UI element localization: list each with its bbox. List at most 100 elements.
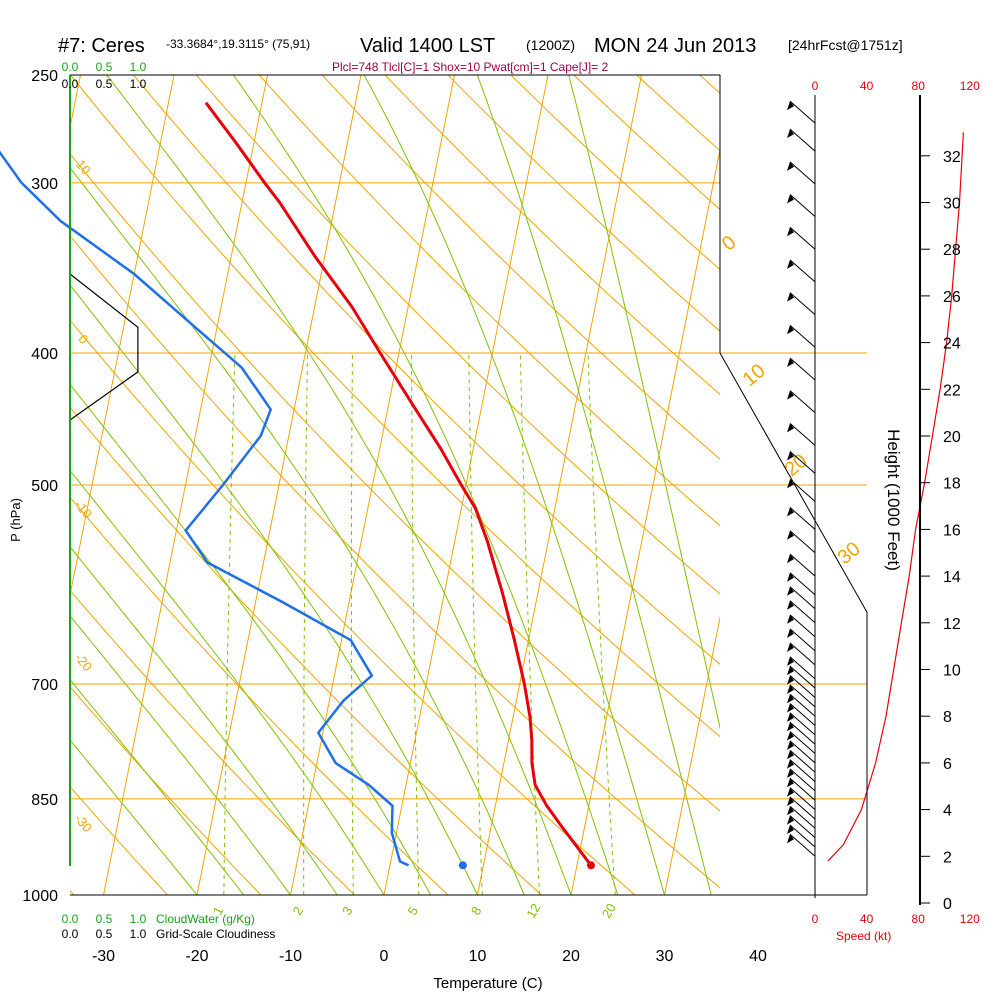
speed-tick-bottom: 40 (860, 912, 874, 926)
temperature-tick-label: 30 (656, 948, 674, 965)
wind-panel (787, 95, 963, 898)
mixing-ratio-line (469, 353, 483, 895)
wind-barb-pennant (787, 587, 794, 596)
temperature-tick-label: 10 (469, 948, 487, 965)
wind-barb (790, 778, 815, 800)
wind-barb-pennant (787, 657, 794, 666)
speed-tick-bottom: 80 (912, 912, 926, 926)
height-tick-label: 10 (943, 663, 961, 680)
valid-time: Valid 1400 LST (360, 35, 495, 57)
station-title: #7: Ceres (58, 35, 145, 57)
speed-tick-bottom: 120 (960, 912, 980, 926)
wind-barb-pennant (787, 615, 794, 624)
wind-barb-pennant (787, 531, 794, 540)
speed-axis-label: Speed (kt) (836, 929, 891, 943)
wind-barb-pennant (787, 423, 794, 432)
height-tick-label: 16 (943, 522, 961, 539)
pressure-tick-label: 250 (31, 68, 58, 85)
height-tick-label: 26 (943, 289, 961, 306)
wind-barb (790, 507, 815, 529)
speed-tick-top: 40 (860, 79, 874, 93)
mixing-ratio-line (412, 353, 419, 895)
wind-barb (790, 554, 815, 576)
wind-barb (790, 195, 815, 217)
theta-label: -20 (72, 650, 96, 674)
wind-barb-pennant (787, 694, 794, 703)
cloudiness-top-tick: 1.0 (130, 77, 147, 91)
wind-barb-pennant (787, 722, 794, 731)
cloudwater-top-tick: 0.5 (96, 60, 113, 74)
pressure-tick-label: 300 (31, 176, 58, 193)
wind-barb (790, 797, 815, 819)
wind-barb-pennant (787, 676, 794, 685)
wind-barb (790, 741, 815, 763)
theta-label: 10 (73, 157, 94, 178)
wind-barb-pennant (787, 769, 794, 778)
temperature-profile (206, 103, 591, 866)
height-tick-label: 14 (943, 569, 961, 586)
height-axis-label: Height (1000 Feet) (884, 429, 903, 571)
surface-dewpoint-dot (459, 861, 467, 869)
wind-barb-pennant (787, 260, 794, 269)
plot-frame-slant (720, 353, 867, 895)
theta-label: 10 (739, 360, 770, 391)
wind-barb-pennant (787, 750, 794, 759)
temperature-tick-label: -20 (185, 948, 208, 965)
wind-barb (790, 666, 815, 688)
wind-barb (790, 732, 815, 754)
wind-barb-pennant (787, 713, 794, 722)
cloudwater-legend-label: CloudWater (g/Kg) (156, 912, 255, 926)
wind-barb-pennant (787, 834, 794, 843)
wind-barb (790, 685, 815, 707)
wind-barb-pennant (787, 195, 794, 204)
wind-barb-pennant (787, 760, 794, 769)
surface-temperature-dot (587, 861, 595, 869)
wind-barb (790, 713, 815, 735)
theta-label: 30 (834, 538, 865, 569)
height-tick-label: 2 (943, 849, 952, 866)
pressure-tick-label: 700 (31, 677, 58, 694)
wind-barb-pennant (787, 227, 794, 236)
mixing-ratio-line (351, 353, 353, 895)
cloudiness-bottom-tick: 1.0 (130, 927, 147, 941)
speed-tick-top: 80 (912, 79, 926, 93)
theta-labels-left: 100-10-20-30 (72, 157, 96, 835)
wind-barb (790, 162, 815, 184)
wind-barb-pennant (787, 101, 794, 110)
wind-barb (790, 816, 815, 838)
wind-barb (790, 293, 815, 315)
height-tick-label: 18 (943, 476, 961, 493)
wind-barb-pennant (787, 806, 794, 815)
height-tick-label: 28 (943, 242, 961, 259)
height-tick-label: 30 (943, 196, 961, 213)
cloudiness-top-tick: 0.5 (96, 77, 113, 91)
wind-barb (790, 722, 815, 744)
temperature-tick-label: 40 (749, 948, 767, 965)
wind-barb-pennant (787, 788, 794, 797)
wind-barb-pennant (787, 704, 794, 713)
pressure-tick-label: 500 (31, 478, 58, 495)
wind-barb (790, 227, 815, 249)
valid-zulu: (1200Z) (526, 37, 575, 53)
wind-barb-pennant (787, 129, 794, 138)
wind-barb-pennant (787, 162, 794, 171)
wind-barb-pennant (787, 554, 794, 563)
isotherm-line (852, 75, 1000, 895)
wind-barb-pennant (787, 666, 794, 675)
wind-barb (790, 129, 815, 151)
temperature-tick-label: 0 (380, 948, 389, 965)
temperature-tick-label: -30 (92, 948, 115, 965)
wind-barb-pennant (787, 391, 794, 400)
wind-barb-pennant (787, 325, 794, 334)
theta-label: 0 (75, 332, 91, 347)
wind-barb-pennant (787, 816, 794, 825)
wind-barb-pennant (787, 629, 794, 638)
pressure-axis-label: P (hPa) (8, 498, 23, 542)
